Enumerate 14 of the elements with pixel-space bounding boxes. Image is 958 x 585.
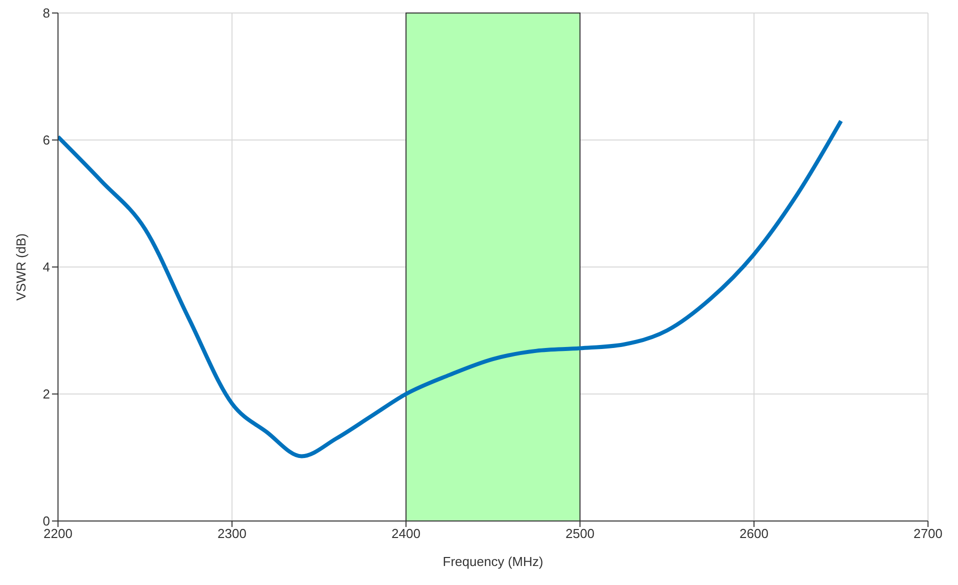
x-tick-label: 2300 <box>218 526 246 542</box>
x-tick-label: 2700 <box>914 526 942 542</box>
x-axis-title: Frequency (MHz) <box>442 554 544 569</box>
y-tick-label: 0 <box>42 514 50 529</box>
x-tick-label: 2500 <box>566 526 594 542</box>
y-tick-label: 8 <box>42 6 50 21</box>
y-tick-label: 4 <box>42 260 50 275</box>
y-axis-title: VSWR (dB) <box>14 233 29 301</box>
x-tick-label: 2200 <box>44 526 72 542</box>
x-tick-label: 2400 <box>392 526 420 542</box>
y-tick-label: 2 <box>42 386 50 402</box>
y-tick-label: 6 <box>42 132 50 148</box>
x-tick-label: 2600 <box>740 526 768 542</box>
line-series <box>58 118 843 458</box>
